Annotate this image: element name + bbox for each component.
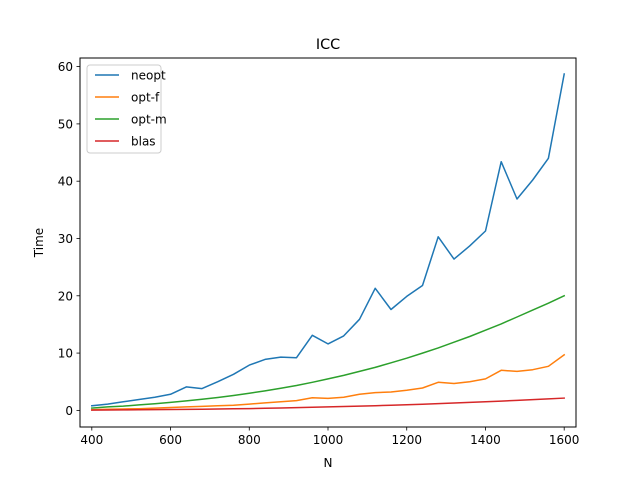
y-tick-label: 40: [58, 175, 73, 189]
x-tick-label: 1000: [313, 433, 344, 447]
series-line-blas: [91, 397, 565, 411]
plot-area-frame: [79, 57, 577, 428]
x-tick-label: 1600: [549, 433, 580, 447]
y-tick-label: 50: [58, 117, 73, 131]
y-axis-label: Time: [32, 228, 46, 258]
legend-label-opt-m: opt-m: [131, 113, 167, 127]
series-line-opt-m: [90, 294, 566, 409]
y-tick-label: 30: [58, 232, 73, 246]
x-tick-label: 600: [159, 433, 182, 447]
legend: neopt opt-f opt-m blas: [86, 64, 167, 154]
legend-label-neopt: neopt: [131, 69, 166, 83]
series-layer: [90, 73, 566, 411]
x-tick-label: 800: [238, 433, 261, 447]
legend-label-blas: blas: [131, 135, 156, 149]
legend-label-opt-f: opt-f: [131, 91, 160, 105]
series-line-opt-f: [91, 353, 566, 411]
x-tick-label: 400: [80, 433, 103, 447]
chart-title: ICC: [316, 37, 340, 53]
x-tick-label: 1400: [470, 433, 501, 447]
y-tick-label: 10: [58, 347, 73, 361]
x-tick-label: 1200: [391, 433, 422, 447]
legend-items: neopt opt-f opt-m blas: [95, 69, 167, 149]
y-tick-label: 20: [58, 289, 73, 303]
series-line-neopt: [90, 73, 566, 407]
x-axis-ticks: 400 600 800 1000 1200 1400 1600: [80, 427, 579, 447]
y-axis-ticks: 0 10 20 30 40 50 60: [58, 60, 80, 418]
y-tick-label: 0: [65, 404, 73, 418]
x-axis-label: N: [324, 456, 333, 470]
legend-frame: [86, 64, 162, 154]
y-tick-label: 60: [58, 60, 73, 74]
